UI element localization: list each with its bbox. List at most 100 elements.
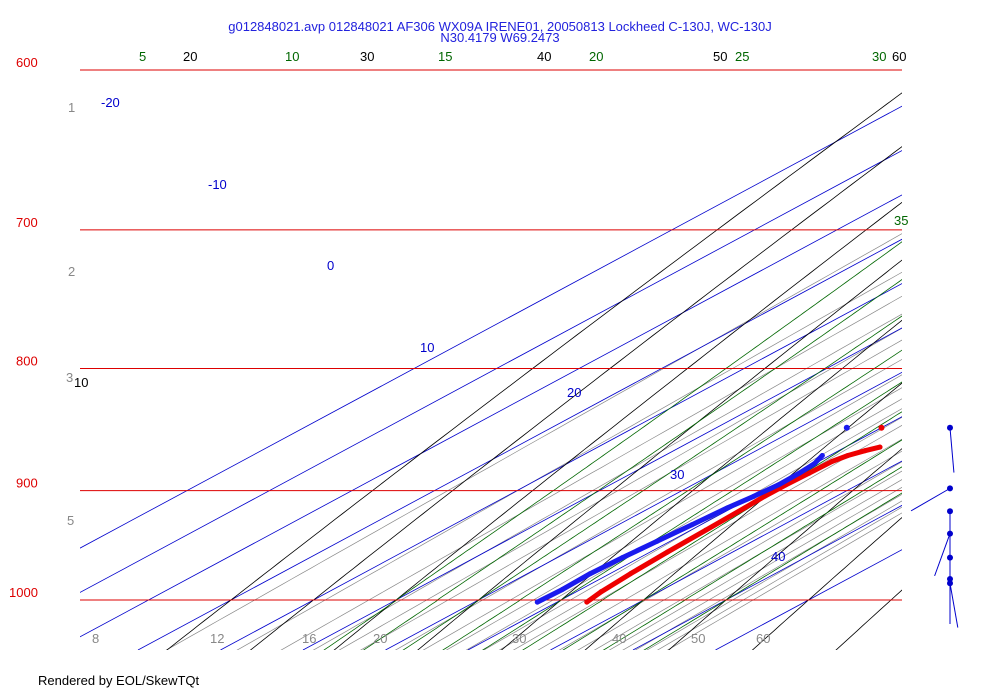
mixing-ratio-label: 30 — [512, 631, 526, 646]
isotherm-line — [137, 238, 902, 650]
dewpoint-trace-point — [775, 482, 781, 488]
dewpoint-trace — [534, 453, 825, 605]
mixing-ratio-line — [646, 500, 902, 650]
moist-adiabat-line — [323, 241, 902, 650]
isotherm-line — [715, 549, 902, 650]
mixing-ratio-line — [622, 486, 902, 650]
dry-adiabat-line — [166, 92, 902, 650]
dry-adiabat-line — [417, 259, 902, 650]
mixing-ratio-label: 50 — [691, 631, 705, 646]
dewpoint-trace-point — [751, 493, 757, 499]
mixing-ratio-line — [394, 358, 902, 650]
mixing-ratio-line — [360, 339, 902, 650]
mixing-ratio-line — [445, 387, 902, 650]
moist-adiabat-label: 10 — [285, 49, 299, 64]
wind-point — [947, 530, 953, 537]
mixing-ratio-label: 12 — [210, 631, 224, 646]
temperature-trace-point — [627, 571, 633, 577]
mixing-ratio-line — [608, 479, 902, 650]
altitude-label: 2 — [68, 264, 75, 279]
isotherm-line — [467, 416, 902, 650]
temperature-trace-point — [664, 549, 670, 555]
dry-adiabat-line — [668, 448, 902, 650]
dewpoint-trace-point — [811, 461, 817, 467]
mixing-ratio-line — [236, 271, 902, 650]
isotherm-label: -20 — [101, 95, 120, 110]
chart-title: g012848021.avp 012848021 AF306 WX09A IRE… — [228, 19, 772, 34]
isotherm-line — [302, 327, 902, 650]
wind-point — [947, 580, 953, 587]
mixing-ratio-line — [593, 470, 902, 650]
sounding-profiles — [534, 424, 885, 605]
temperature-trace-point — [742, 505, 748, 511]
wind-staff — [934, 533, 951, 577]
mixing-ratio-line — [634, 493, 902, 650]
moist-adiabat-lines — [323, 241, 902, 650]
dry-adiabat-label: 60 — [892, 49, 906, 64]
mixing-ratio-label: 16 — [302, 631, 316, 646]
wind-point — [947, 576, 953, 583]
dry-adiabat-line — [333, 201, 902, 650]
wind-staff — [949, 583, 959, 628]
mixing-ratio-line — [165, 233, 902, 650]
dry-adiabat-label: 30 — [360, 49, 374, 64]
moist-adiabat-label: 35 — [894, 213, 908, 228]
pressure-label-1000: 1000 — [9, 585, 38, 600]
moist-adiabat-line — [482, 381, 902, 650]
dewpoint-trace-point — [689, 522, 695, 528]
isotherm-line — [80, 194, 902, 638]
mixing-ratio-line — [558, 450, 902, 650]
dewpoint-trace-point — [619, 555, 625, 561]
axis-labels: 600 700 800 900 1000 -20 -10 0 10 20 30 40 10 20 30 40 5… — [9, 49, 908, 646]
mixing-ratio-line — [537, 438, 902, 650]
moist-adiabat-line — [442, 349, 902, 650]
moist-adiabat-label: 30 — [872, 49, 886, 64]
isotherm-label: 20 — [567, 385, 581, 400]
dry-adiabat-lines — [166, 53, 1000, 661]
mixing-ratio-line — [312, 313, 902, 650]
moist-adiabat-line — [562, 439, 902, 650]
dry-adiabat-label: 20 — [183, 49, 197, 64]
dry-adiabat-line — [835, 589, 902, 650]
isotherm-line — [632, 504, 902, 650]
mixing-ratio-label: 8 — [92, 631, 99, 646]
wind-profile — [910, 424, 959, 628]
isotherm-label: -10 — [208, 177, 227, 192]
isobar-lines — [80, 69, 902, 601]
mixing-ratio-line — [657, 506, 902, 650]
mixing-ratio-lines — [165, 233, 902, 650]
isotherm-label: 30 — [670, 467, 684, 482]
dry-adiabat-line — [993, 53, 1000, 661]
altitude-label: 3 — [66, 370, 73, 385]
moist-adiabat-line — [602, 466, 902, 650]
isotherm-label: 10 — [420, 340, 434, 355]
dry-adiabat-label: 40 — [537, 49, 551, 64]
temperature-trace-point — [598, 589, 604, 595]
wind-point — [947, 554, 953, 561]
dewpoint-trace-point — [587, 571, 593, 577]
mixing-ratio-line — [577, 461, 902, 650]
altitude-label: 1 — [68, 100, 75, 115]
dewpoint-trace-point — [819, 453, 825, 459]
pressure-label-800: 800 — [16, 353, 38, 368]
wind-staff — [949, 427, 955, 473]
dry-adiabat-line — [909, 53, 1000, 661]
render-credit: Rendered by EOL/SkewTQt — [38, 673, 200, 688]
mixing-ratio-line — [465, 398, 902, 650]
isotherm-label: 40 — [771, 549, 785, 564]
mixing-ratio-label: 20 — [373, 631, 387, 646]
isotherm-lines — [80, 105, 902, 650]
dry-adiabat-label: 10 — [74, 375, 88, 390]
pressure-label-600: 600 — [16, 55, 38, 70]
dewpoint-trace-point — [534, 599, 540, 605]
moist-adiabat-line — [643, 492, 902, 650]
temperature-trace-point — [761, 493, 767, 499]
temperature-trace-point — [703, 527, 709, 533]
wind-staff — [910, 487, 951, 512]
temperature-trace-point — [877, 444, 883, 450]
temperature-trace — [584, 444, 883, 605]
dewpoint-trace-point — [559, 587, 565, 593]
moist-adiabat-line — [402, 315, 902, 650]
dewpoint-trace-point — [796, 470, 802, 476]
